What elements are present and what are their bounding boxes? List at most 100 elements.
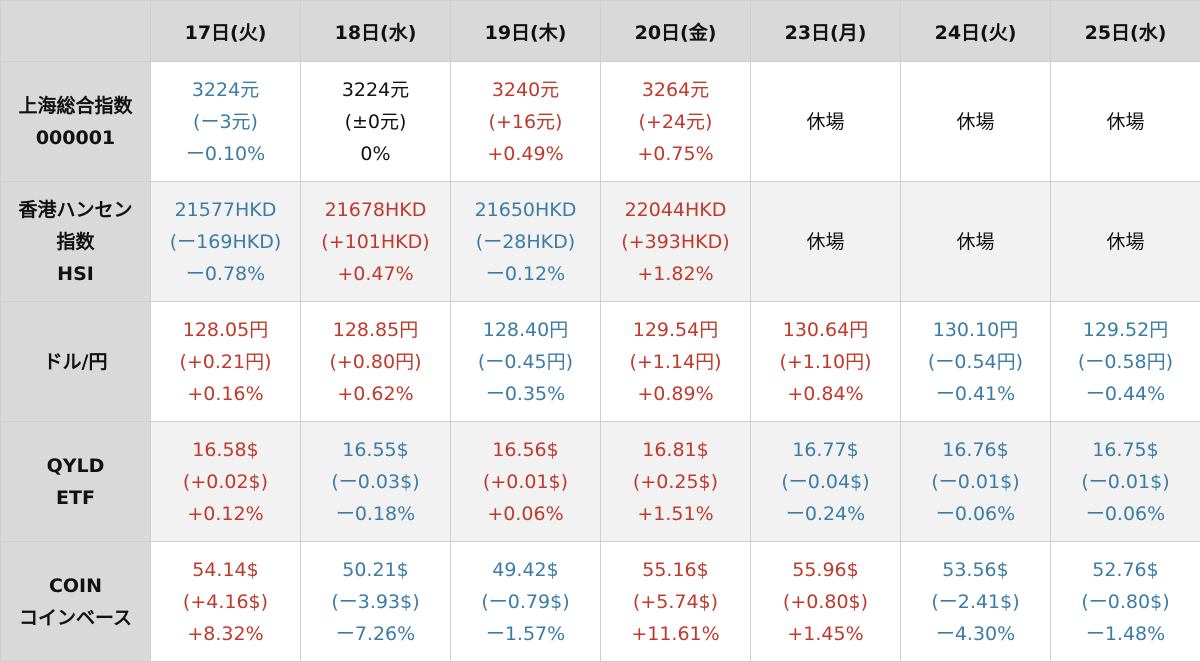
price-change: (ー0.01$) — [1051, 466, 1200, 498]
percent-change: +1.51% — [601, 498, 750, 530]
row-label-line: COIN — [1, 570, 150, 602]
percent-change: +0.47% — [301, 258, 450, 290]
price-value: 16.76$ — [901, 434, 1050, 466]
price-change: (ー2.41$) — [901, 586, 1050, 618]
price-cell: 3240元(+16元)+0.49% — [451, 62, 601, 182]
price-cell: 3224元(±0元)0% — [301, 62, 451, 182]
percent-change: ー7.26% — [301, 618, 450, 650]
price-value: 21678HKD — [301, 194, 450, 226]
price-change: (+4.16$) — [151, 586, 300, 618]
price-value: 16.77$ — [751, 434, 900, 466]
percent-change: +0.06% — [451, 498, 600, 530]
price-cell: 50.21$(ー3.93$)ー7.26% — [301, 542, 451, 662]
price-value: 54.14$ — [151, 554, 300, 586]
row-label-line: ETF — [1, 482, 150, 514]
row-label: ドル/円 — [1, 302, 151, 422]
price-cell: 130.64円(+1.10円)+0.84% — [751, 302, 901, 422]
price-value: 21577HKD — [151, 194, 300, 226]
market-closed-cell: 休場 — [1051, 62, 1200, 182]
price-cell: 16.77$(ー0.04$)ー0.24% — [751, 422, 901, 542]
price-value: 130.10円 — [901, 314, 1050, 346]
percent-change: +0.89% — [601, 378, 750, 410]
price-value: 53.56$ — [901, 554, 1050, 586]
price-value: 16.56$ — [451, 434, 600, 466]
percent-change: ー0.12% — [451, 258, 600, 290]
price-change: (+101HKD) — [301, 226, 450, 258]
row-label-line: 指数 — [1, 226, 150, 258]
price-cell: 128.05円(+0.21円)+0.16% — [151, 302, 301, 422]
row-label-line: コインベース — [1, 602, 150, 634]
price-value: 49.42$ — [451, 554, 600, 586]
price-value: 130.64円 — [751, 314, 900, 346]
price-change: (ー0.58円) — [1051, 346, 1200, 378]
price-cell: 16.55$(ー0.03$)ー0.18% — [301, 422, 451, 542]
row-label-line: HSI — [1, 258, 150, 290]
price-change: (+1.14円) — [601, 346, 750, 378]
price-change: (ー3元) — [151, 106, 300, 138]
price-cell: 128.85円(+0.80円)+0.62% — [301, 302, 451, 422]
price-change: (ー0.45円) — [451, 346, 600, 378]
row-label-line: ドル/円 — [1, 346, 150, 378]
price-change: (±0元) — [301, 106, 450, 138]
price-cell: 21678HKD(+101HKD)+0.47% — [301, 182, 451, 302]
price-change: (ー169HKD) — [151, 226, 300, 258]
percent-change: +0.75% — [601, 138, 750, 170]
percent-change: ー0.44% — [1051, 378, 1200, 410]
row-label-line: QYLD — [1, 450, 150, 482]
price-value: 128.05円 — [151, 314, 300, 346]
table-header: 17日(火) 18日(水) 19日(木) 20日(金) 23日(月) 24日(火… — [1, 1, 1200, 62]
price-change: (+0.02$) — [151, 466, 300, 498]
percent-change: +0.12% — [151, 498, 300, 530]
market-closed-cell: 休場 — [901, 62, 1051, 182]
percent-change: +0.84% — [751, 378, 900, 410]
percent-change: ー0.10% — [151, 138, 300, 170]
price-value: 16.58$ — [151, 434, 300, 466]
closed-label: 休場 — [751, 226, 900, 258]
column-header: 23日(月) — [751, 1, 901, 62]
price-value: 3224元 — [301, 74, 450, 106]
row-label-line: 上海総合指数 — [1, 90, 150, 122]
price-change: (+0.21円) — [151, 346, 300, 378]
price-change: (ー0.01$) — [901, 466, 1050, 498]
price-change: (ー0.54円) — [901, 346, 1050, 378]
price-change: (+0.80円) — [301, 346, 450, 378]
percent-change: +1.82% — [601, 258, 750, 290]
closed-label: 休場 — [901, 106, 1050, 138]
percent-change: +0.16% — [151, 378, 300, 410]
price-value: 3224元 — [151, 74, 300, 106]
price-cell: 16.81$(+0.25$)+1.51% — [601, 422, 751, 542]
price-value: 50.21$ — [301, 554, 450, 586]
column-header: 25日(水) — [1051, 1, 1200, 62]
percent-change: ー1.48% — [1051, 618, 1200, 650]
price-change: (+0.01$) — [451, 466, 600, 498]
price-value: 22044HKD — [601, 194, 750, 226]
percent-change: ー0.78% — [151, 258, 300, 290]
price-cell: 129.52円(ー0.58円)ー0.44% — [1051, 302, 1200, 422]
percent-change: ー0.06% — [901, 498, 1050, 530]
price-cell: 21577HKD(ー169HKD)ー0.78% — [151, 182, 301, 302]
percent-change: ー4.30% — [901, 618, 1050, 650]
price-change: (+16元) — [451, 106, 600, 138]
percent-change: ー0.18% — [301, 498, 450, 530]
percent-change: +1.45% — [751, 618, 900, 650]
price-change: (ー0.03$) — [301, 466, 450, 498]
percent-change: ー0.41% — [901, 378, 1050, 410]
percent-change: ー1.57% — [451, 618, 600, 650]
market-closed-cell: 休場 — [1051, 182, 1200, 302]
price-value: 3240元 — [451, 74, 600, 106]
market-closed-cell: 休場 — [901, 182, 1051, 302]
price-change: (ー3.93$) — [301, 586, 450, 618]
price-cell: 3224元(ー3元)ー0.10% — [151, 62, 301, 182]
percent-change: +8.32% — [151, 618, 300, 650]
price-value: 3264元 — [601, 74, 750, 106]
